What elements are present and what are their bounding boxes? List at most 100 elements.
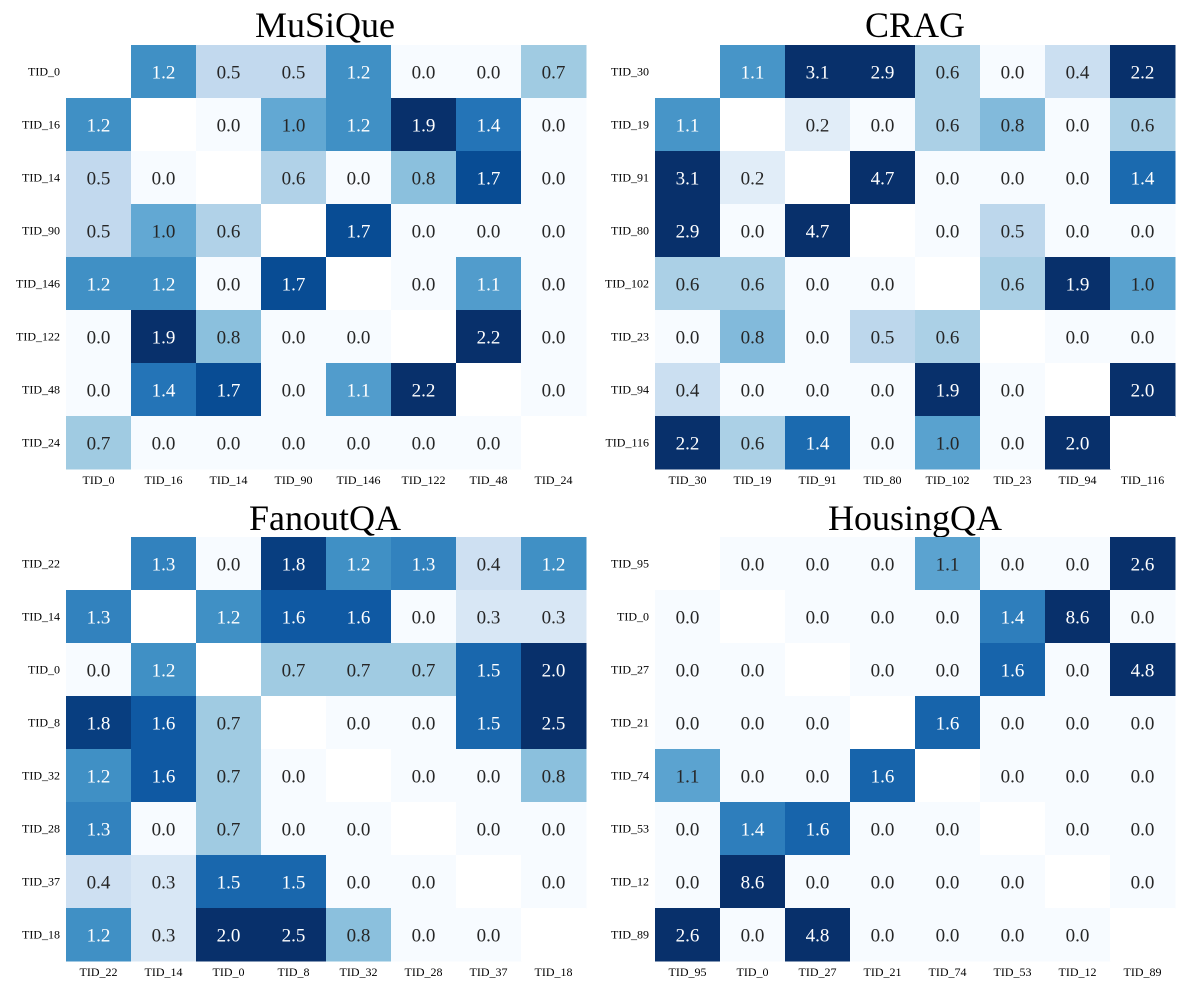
heatmap-cell-label: 2.5 <box>542 714 566 735</box>
heatmap-cell <box>915 908 981 962</box>
heatmap-cell <box>131 749 197 803</box>
col-tick-label: TID_22 <box>80 965 118 979</box>
heatmap-cell <box>326 310 392 364</box>
heatmap-cell <box>326 363 392 417</box>
heatmap-cell-label: 0.0 <box>347 169 371 190</box>
row-tick-label: TID_12 <box>611 875 649 889</box>
heatmap-cell <box>785 363 851 417</box>
heatmap-cell-label: 0.0 <box>871 555 895 576</box>
col-tick-label: TID_24 <box>535 473 573 487</box>
heatmap-cell <box>915 98 981 152</box>
heatmap-cell-label: 0.0 <box>806 714 830 735</box>
heatmap-cell-label: 2.2 <box>676 434 700 455</box>
heatmap-cell-label: 0.2 <box>741 169 765 190</box>
heatmap-cell <box>261 855 327 909</box>
heatmap-cell-label: 0.0 <box>1001 434 1025 455</box>
col-tick-label: TID_23 <box>994 473 1032 487</box>
heatmap-cell-label: 0.8 <box>412 169 436 190</box>
heatmap-cell-label: 2.6 <box>676 926 700 947</box>
heatmap-cell <box>915 537 981 591</box>
heatmap-cell-label: 0.3 <box>542 608 566 629</box>
heatmap-cell <box>456 204 522 258</box>
col-tick-label: TID_14 <box>210 473 248 487</box>
heatmap-cell <box>720 204 786 258</box>
heatmap-cell <box>66 310 132 364</box>
col-tick-label: TID_19 <box>734 473 772 487</box>
heatmap-cell-label: 0.0 <box>217 275 241 296</box>
heatmap-cell-label: 1.2 <box>542 555 566 576</box>
heatmap-cell-label: 1.5 <box>217 873 241 894</box>
heatmap-cell-label: 0.5 <box>87 222 111 243</box>
heatmap-cell-label: 0.4 <box>676 381 700 402</box>
heatmap-cell <box>66 204 132 258</box>
heatmap-cell <box>521 537 587 591</box>
heatmap-cell <box>1045 310 1111 364</box>
heatmap-cell <box>326 696 392 750</box>
heatmap-cell-label: 0.0 <box>806 381 830 402</box>
heatmap-cell <box>131 363 197 417</box>
heatmap-cell <box>196 802 262 856</box>
heatmap-cell-label: 0.3 <box>477 608 501 629</box>
heatmap-cell <box>131 204 197 258</box>
heatmap-cell-label: 0.0 <box>412 714 436 735</box>
heatmap-cell-empty <box>391 802 456 855</box>
heatmap-cell <box>261 643 327 697</box>
heatmap-cell <box>261 537 327 591</box>
heatmap-cell-label: 0.0 <box>741 555 765 576</box>
col-tick-label: TID_116 <box>1121 473 1165 487</box>
heatmap-cell-label: 1.2 <box>87 767 111 788</box>
heatmap-cell-label: 0.0 <box>741 381 765 402</box>
heatmap-cell <box>131 802 197 856</box>
heatmap-cell <box>131 310 197 364</box>
col-tick-label: TID_48 <box>470 473 508 487</box>
heatmap-cell <box>980 45 1046 99</box>
heatmap-cell <box>1110 749 1176 803</box>
heatmap-cell-label: 0.0 <box>741 661 765 682</box>
heatmap-cell-empty <box>326 749 391 802</box>
heatmap-cell-label: 1.6 <box>871 767 895 788</box>
heatmap-cell <box>521 696 587 750</box>
heatmap-cell <box>1045 204 1111 258</box>
panel-title-musique: MuSiQue <box>255 5 395 45</box>
col-tick-label: TID_102 <box>926 473 970 487</box>
heatmap-cell-label: 0.0 <box>477 926 501 947</box>
heatmap-cell <box>1045 98 1111 152</box>
heatmap-cell-label: 0.0 <box>542 820 566 841</box>
heatmap-cell-label: 0.0 <box>412 767 436 788</box>
heatmap-cell <box>720 643 786 697</box>
heatmap-cell-label: 0.0 <box>542 381 566 402</box>
heatmap-cell-label: 1.9 <box>412 116 436 137</box>
heatmap-cell-label: 1.8 <box>87 714 111 735</box>
heatmap-cell-empty <box>980 310 1045 363</box>
heatmap-cell <box>915 45 981 99</box>
heatmap-cell-label: 1.9 <box>936 381 960 402</box>
heatmap-cell-label: 3.1 <box>806 63 830 84</box>
heatmap-cell <box>850 855 916 909</box>
heatmap-cell-label: 0.6 <box>1131 116 1155 137</box>
heatmap-cell-label: 4.7 <box>871 169 895 190</box>
heatmap-cell <box>850 45 916 99</box>
heatmap-cell <box>261 45 327 99</box>
heatmap-cell <box>196 98 262 152</box>
heatmap-cell <box>850 590 916 644</box>
heatmap-cell-label: 0.8 <box>1001 116 1025 137</box>
row-tick-label: TID_37 <box>22 875 60 889</box>
heatmap-cell-label: 1.5 <box>282 873 306 894</box>
row-tick-label: TID_28 <box>22 822 60 836</box>
heatmap-cell <box>915 310 981 364</box>
heatmap-cell-label: 0.0 <box>542 873 566 894</box>
heatmap-cell <box>980 590 1046 644</box>
heatmap-cell-label: 0.0 <box>936 873 960 894</box>
heatmap-cell-label: 4.8 <box>1131 661 1155 682</box>
heatmap-cell-label: 1.2 <box>347 116 371 137</box>
heatmap-cell-label: 0.8 <box>741 328 765 349</box>
heatmap-cell-label: 0.0 <box>741 714 765 735</box>
heatmap-cell-label: 0.6 <box>217 222 241 243</box>
heatmap-cell-label: 0.0 <box>412 926 436 947</box>
heatmap-cell-empty <box>720 590 785 643</box>
heatmap-cell <box>261 310 327 364</box>
heatmap-cell <box>980 363 1046 417</box>
col-tick-label: TID_14 <box>145 965 183 979</box>
heatmap-cell <box>915 696 981 750</box>
heatmap-cell-label: 1.6 <box>152 714 176 735</box>
